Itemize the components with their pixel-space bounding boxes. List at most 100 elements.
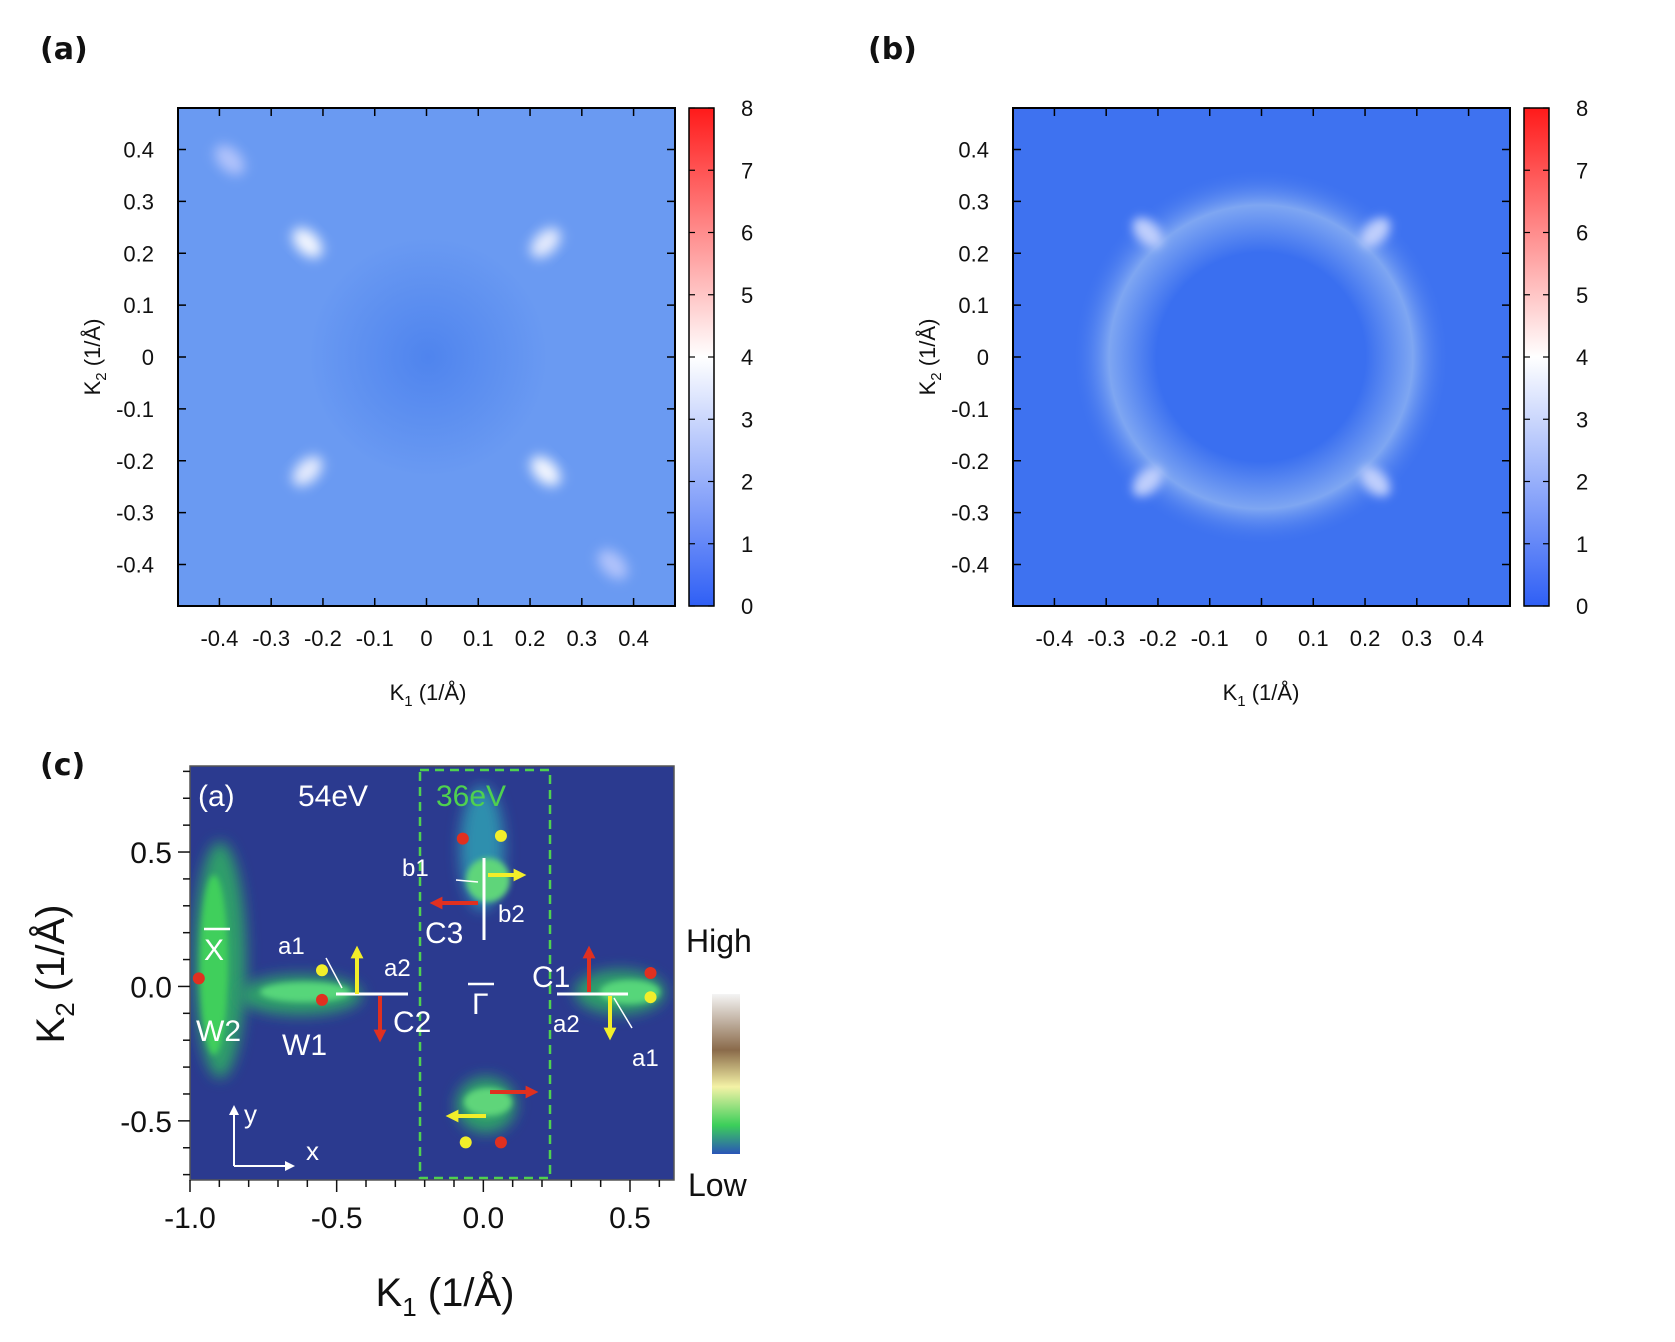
b1-label: b1 <box>402 855 429 882</box>
xtick-label-b-5: 0.1 <box>1298 626 1329 651</box>
xbar-label: X <box>204 934 224 967</box>
w1-label: W1 <box>282 1029 327 1062</box>
cbar-label-a-0: 0 <box>741 594 753 619</box>
cbar-label-b-7: 7 <box>1576 158 1588 183</box>
ytick-label-a-6: -0.2 <box>116 449 154 474</box>
ytick-label-b-4: 0 <box>977 345 989 370</box>
ylabel-c: K2 (1/Å) <box>28 905 80 1044</box>
cbar-label-a-1: 1 <box>741 532 753 557</box>
cbar-label-b-5: 5 <box>1576 283 1588 308</box>
cbar-label-b-6: 6 <box>1576 221 1588 246</box>
xtick-label-c-0: -1.0 <box>164 1202 216 1235</box>
xtick-label-a-6: 0.2 <box>515 626 546 651</box>
ytick-label-a-2: 0.2 <box>123 241 154 266</box>
inset-label: (a) <box>198 780 235 813</box>
ytick-label-a-8: -0.4 <box>116 553 154 578</box>
axes-c: -1.0 -0.5 0.0 0.5 0.5 0.0 -0.5 <box>120 770 661 1235</box>
ylabel-b: K2 (1/Å) <box>915 319 945 396</box>
hotspot-b-1 <box>1360 217 1391 248</box>
ytick-label-b-3: 0.1 <box>958 293 989 318</box>
heatmap-features-a <box>178 108 675 606</box>
ytick-label-b-2: 0.2 <box>958 241 989 266</box>
ytick-label-b-5: -0.1 <box>951 397 989 422</box>
xtick-label-a-7: 0.3 <box>567 626 598 651</box>
hotspot-a-3 <box>530 456 561 487</box>
xtick-label-a-3: -0.1 <box>356 626 394 651</box>
weyl-point-red-0 <box>316 993 328 1006</box>
axis-x-label: x <box>306 1136 319 1166</box>
c1-label: C1 <box>532 961 570 994</box>
xtick-label-b-2: -0.2 <box>1139 626 1177 651</box>
arpes-panel-c: (a) 54eV 36eV X Γ W2 W1 C2 C1 C3 a1 a2 a… <box>28 765 752 1322</box>
panel-label-c: (c) <box>40 748 86 783</box>
weyl-point-red-1 <box>192 972 205 985</box>
a2-right-label: a2 <box>553 1011 580 1038</box>
weyl-point-red-3 <box>456 832 469 845</box>
weyl-point-red-4 <box>494 1136 507 1149</box>
xlabel-a: K1 (1/Å) <box>390 680 467 710</box>
ytick-label-a-3: 0.1 <box>123 293 154 318</box>
weyl-point-yellow-3 <box>459 1136 472 1149</box>
panel-label-b: (b) <box>868 32 917 67</box>
ytick-label-c-2: -0.5 <box>120 1106 172 1139</box>
ytick-label-b-0: 0.4 <box>958 138 989 163</box>
b2-label: b2 <box>498 901 525 928</box>
hotspot-a-5 <box>597 549 628 580</box>
hotspot-a-1 <box>530 227 561 258</box>
c2-label: C2 <box>393 1006 431 1039</box>
cbar-label-b-2: 2 <box>1576 470 1588 495</box>
weyl-point-yellow-0 <box>316 964 328 977</box>
cbar-label-a-8: 8 <box>741 96 753 121</box>
ytick-label-a-1: 0.3 <box>123 189 154 214</box>
arpes-plot-area <box>190 766 674 1180</box>
hotspot-a-0 <box>292 227 323 258</box>
a2-left-label: a2 <box>384 955 411 982</box>
energy-54ev: 54eV <box>298 780 368 813</box>
xtick-label-a-0: -0.4 <box>200 626 238 651</box>
xtick-label-c-1: -0.5 <box>311 1202 363 1235</box>
xtick-label-a-5: 0.1 <box>463 626 494 651</box>
xtick-label-a-1: -0.3 <box>252 626 290 651</box>
xtick-label-a-4: 0 <box>420 626 432 651</box>
xtick-label-c-2: 0.0 <box>462 1202 504 1235</box>
colorbar-ticks-a: 0 1 2 3 4 5 6 7 8 <box>689 96 753 619</box>
heatmap-panel-b: -0.4 -0.3 -0.2 -0.1 0 0.1 0.2 0.3 0.4 0.4 0.3 0.2 0.… <box>915 96 1588 710</box>
xtick-label-a-2: -0.2 <box>304 626 342 651</box>
xtick-label-b-6: 0.2 <box>1350 626 1381 651</box>
cbar-label-b-0: 0 <box>1576 594 1588 619</box>
xtick-label-b-7: 0.3 <box>1402 626 1433 651</box>
arpes-features <box>192 768 665 1180</box>
cbar-label-a-5: 5 <box>741 283 753 308</box>
arpes-intensity-bottom <box>456 1077 516 1133</box>
colorbar-ticks-b: 0 1 2 3 4 5 6 7 8 <box>1524 96 1588 619</box>
c3-label: C3 <box>425 917 463 950</box>
ytick-label-b-6: -0.2 <box>951 449 989 474</box>
cbar-label-b-3: 3 <box>1576 407 1588 432</box>
a1-left-pointer <box>325 957 343 989</box>
cbar-label-a-3: 3 <box>741 407 753 432</box>
ytick-label-b-1: 0.3 <box>958 189 989 214</box>
ytick-label-a-5: -0.1 <box>116 397 154 422</box>
arpes-frame <box>189 765 675 1181</box>
hotspot-b-2 <box>1132 466 1163 497</box>
gamma-label: Γ <box>472 988 489 1021</box>
weyl-point-yellow-1 <box>644 991 657 1004</box>
heatmap-panel-a: -0.4 -0.3 -0.2 -0.1 0 0.1 0.2 0.3 0.4 0.4 0.3 0.2 0.… <box>80 96 753 710</box>
weyl-point-yellow-2 <box>494 829 507 842</box>
arpes-intensity-top <box>460 786 510 910</box>
panel-label-a: (a) <box>40 32 88 67</box>
axis-y-label: y <box>244 1099 257 1129</box>
xy-axes-inset: y x <box>229 1099 319 1171</box>
cbar-label-a-6: 6 <box>741 221 753 246</box>
w2-label: W2 <box>196 1015 241 1048</box>
colorbar-high-label: High <box>686 923 752 959</box>
a1-left-label: a1 <box>278 933 305 960</box>
ytick-label-c-1: 0.0 <box>130 971 172 1004</box>
arpes-intensity-left <box>194 842 362 1078</box>
energy-36ev: 36eV <box>436 780 506 813</box>
b1-pointer <box>455 879 479 883</box>
xtick-label-a-8: 0.4 <box>618 626 649 651</box>
hotspot-b-3 <box>1360 466 1391 497</box>
ylabel-a: K2 (1/Å) <box>80 319 110 396</box>
cbar-label-b-8: 8 <box>1576 96 1588 121</box>
